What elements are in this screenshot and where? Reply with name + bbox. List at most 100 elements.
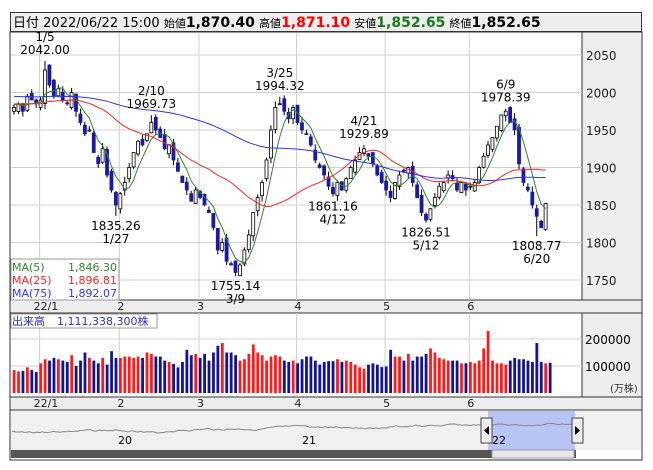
candle	[251, 212, 256, 237]
volume-tick-label: 200000	[585, 333, 631, 347]
volume-bar	[172, 363, 175, 393]
candle	[477, 167, 482, 184]
candle	[441, 182, 446, 191]
y-tick-label: 2050	[586, 49, 617, 63]
volume-bar	[265, 360, 269, 393]
volume-bar	[437, 357, 441, 393]
candle	[286, 111, 291, 120]
navigator-year-label: 22	[492, 434, 506, 447]
volume-bar	[331, 361, 335, 393]
volume-bar	[158, 356, 162, 393]
volume-bar	[482, 348, 486, 393]
volume-bar	[92, 360, 96, 393]
ma-legend-value: 1,896.81	[68, 274, 117, 287]
candle	[118, 193, 123, 210]
candle	[74, 93, 78, 112]
scrollbar-thumb[interactable]	[491, 449, 575, 459]
volume-bar	[123, 356, 127, 393]
candle	[47, 64, 52, 86]
volume-bar	[256, 352, 260, 393]
volume-bar	[433, 352, 437, 393]
candle	[459, 182, 464, 194]
volume-bar	[296, 363, 300, 393]
volume-bar	[189, 355, 193, 393]
volume-bar	[212, 352, 215, 393]
ma-legend-label: MA(75)	[12, 287, 52, 300]
volume-bar	[544, 363, 548, 393]
annotation-date: 4/21	[350, 114, 377, 128]
candle	[455, 182, 459, 191]
annotation-date: 6/20	[523, 252, 550, 266]
candle	[353, 159, 358, 173]
candle	[291, 107, 295, 120]
annotation-value: 1826.51	[401, 226, 451, 240]
chevron-right-icon	[575, 426, 580, 435]
volume-bar	[247, 353, 251, 393]
volume-bar	[375, 364, 379, 393]
candle	[521, 168, 526, 183]
volume-bar	[105, 364, 109, 393]
volume-bar	[176, 367, 180, 393]
volume-bar	[136, 356, 140, 393]
volume-bar	[145, 352, 149, 393]
candle	[499, 114, 504, 131]
volume-bar	[110, 351, 113, 393]
candle	[432, 197, 437, 206]
candle	[437, 185, 442, 198]
volume-bar	[464, 363, 468, 393]
volume-bar	[127, 356, 131, 393]
candle	[317, 164, 322, 168]
candle	[51, 79, 56, 97]
volume-bar	[251, 344, 255, 393]
volume-bar	[420, 356, 424, 393]
volume-bar	[460, 363, 463, 393]
candle	[176, 162, 180, 172]
candle	[424, 213, 428, 221]
candle	[25, 95, 30, 111]
y-tick-label: 2000	[586, 87, 617, 101]
volume-bar	[269, 356, 273, 393]
datetime: 2022/06/22 15:00	[43, 16, 160, 31]
volume-bar	[508, 360, 512, 393]
annotation-date: 1/27	[102, 232, 129, 246]
volume-bar	[384, 366, 388, 393]
candle	[100, 148, 105, 163]
candle	[207, 209, 211, 213]
volume-bar	[393, 356, 397, 393]
date-axis-strip-2	[9, 396, 643, 411]
candle	[255, 197, 260, 212]
volume-bar	[406, 353, 410, 393]
volume-bar	[229, 352, 233, 393]
candle	[335, 182, 340, 196]
volume-bar	[216, 345, 220, 393]
ma-legend-label: MA(5)	[12, 261, 45, 274]
volume-bar	[446, 360, 450, 393]
volume-bar	[468, 361, 472, 393]
volume-bar	[531, 361, 534, 393]
candle	[136, 140, 140, 155]
x-tick-label: 4	[295, 300, 302, 313]
annotation-date: 6/9	[496, 78, 515, 92]
annotation-date: 2/10	[138, 84, 165, 98]
candle	[189, 193, 194, 202]
candle	[238, 264, 242, 277]
ma75-line	[13, 95, 546, 181]
volume-bar	[21, 370, 25, 393]
open-label: 始値	[163, 17, 186, 30]
candle	[344, 178, 349, 191]
annotation-date: 4/12	[319, 213, 346, 227]
volume-bar	[477, 360, 481, 393]
candle	[463, 183, 468, 191]
candle	[246, 234, 251, 250]
x-tick-label: 4	[295, 397, 302, 410]
volume-bar	[455, 360, 459, 393]
annotation-value: 1861.16	[308, 200, 358, 214]
volume-bar	[194, 353, 198, 393]
y-tick-label: 1800	[586, 237, 617, 251]
volume-bar	[12, 370, 16, 393]
volume-bar	[398, 356, 401, 393]
candle	[277, 103, 282, 106]
volume-bar	[74, 366, 78, 393]
